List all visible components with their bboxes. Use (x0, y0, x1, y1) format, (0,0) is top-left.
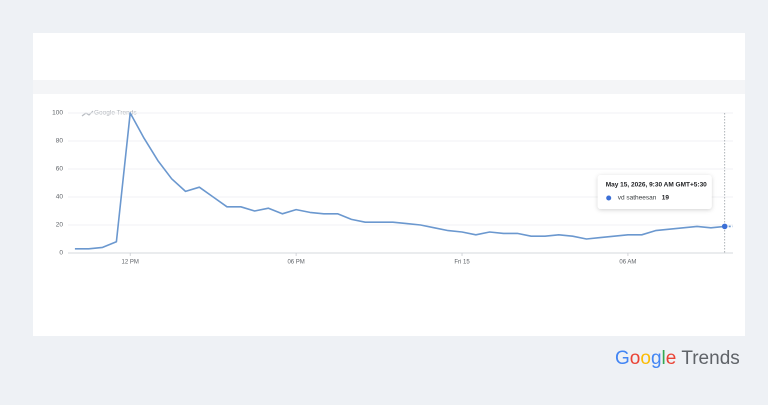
y-tick-label: 0 (59, 250, 63, 257)
tooltip-value: 19 (662, 195, 670, 202)
plot: 0 20 40 60 80 100 12 PM 06 PM Fri 15 06 AM May 15,… (52, 110, 733, 266)
logo-product: Trends (681, 348, 739, 369)
y-tick-label: 80 (56, 138, 64, 145)
tooltip-dot (606, 195, 612, 201)
header-bar (33, 80, 745, 94)
x-tick-label: Fri 15 (454, 260, 470, 266)
hover-dot (721, 223, 728, 230)
tooltip-series: vd satheesan (618, 195, 657, 202)
y-tick-label: 100 (52, 110, 63, 117)
y-tick-label: 60 (56, 166, 64, 173)
logo-brand: Google (615, 348, 676, 369)
line (74, 112, 725, 250)
x-tick-label: 06 PM (287, 260, 304, 266)
y-tick-label: 20 (56, 222, 64, 229)
x-tick-label: 06 AM (619, 260, 636, 266)
tooltip-box (597, 175, 712, 209)
tooltip-date: May 15, 2026, 9:30 AM GMT+5:30 (606, 182, 707, 189)
y-tick-label: 40 (56, 194, 64, 201)
x-tick-label: 12 PM (122, 260, 139, 266)
logo: Google Trends (615, 348, 740, 369)
